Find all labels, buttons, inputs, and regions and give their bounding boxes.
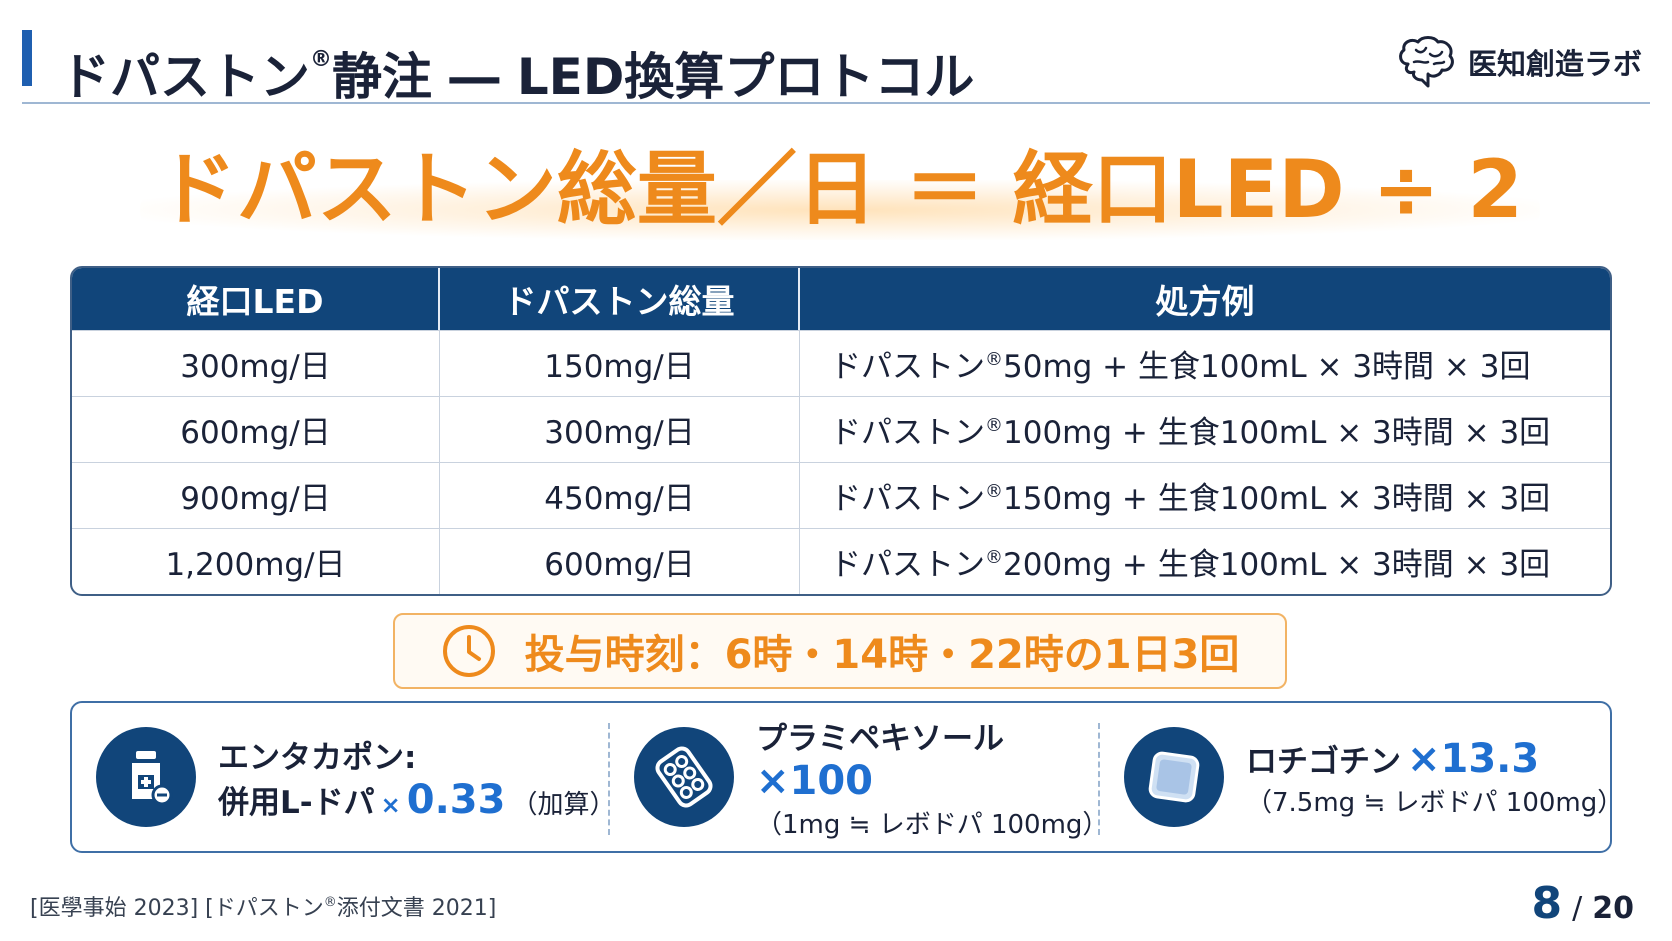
cell-rx: ドパストン®100mg + 生食100mL × 3時間 × 3回	[800, 396, 1610, 462]
brand: 医知創造ラボ	[1394, 34, 1642, 90]
timing-text: 投与時刻：6時・14時・22時の1日3回	[524, 632, 1240, 678]
formula-glow	[140, 180, 1540, 240]
conversion-panel: エンタカポン: 併用L-ドパ × 0.33 （加算） プラミペキソール	[70, 701, 1623, 853]
conversion-line: 併用L-ドパ × 0.33 （加算）	[218, 776, 616, 823]
footer-references: [医學事始 2023] [ドパストン®添付文書 2021]	[30, 895, 497, 921]
header-total: ドパストン総量	[440, 268, 800, 330]
medicine-bottle-icon	[96, 727, 196, 827]
cell-led: 900mg/日	[72, 462, 440, 528]
dashed-divider	[1098, 723, 1100, 835]
factor-value: ×100	[756, 758, 874, 804]
page-separator: /	[1572, 891, 1583, 926]
cell-led: 300mg/日	[72, 330, 440, 396]
formula-banner: ドパストン総量／日 ＝ 経口LED ÷ 2	[130, 140, 1550, 250]
table-row: 300mg/日 150mg/日 ドパストン®50mg + 生食100mL × 3…	[72, 330, 1610, 396]
drug-name: プラミペキソール	[756, 721, 1004, 757]
header-divider	[22, 102, 1650, 104]
cell-rx: ドパストン®200mg + 生食100mL × 3時間 × 3回	[800, 528, 1610, 594]
dashed-divider	[608, 723, 610, 835]
conversion-text: プラミペキソール ×100 （1mg ≒ レボドパ 100mg）	[756, 713, 1108, 841]
factor-value: 0.33	[406, 776, 506, 823]
cell-rx: ドパストン®150mg + 生食100mL × 3時間 × 3回	[800, 462, 1610, 528]
timing-callout: 投与時刻：6時・14時・22時の1日3回	[393, 613, 1287, 689]
table-header-row: 経口LED ドパストン総量 処方例	[72, 268, 1610, 330]
header-rx: 処方例	[800, 268, 1610, 330]
pill-blister-icon	[634, 727, 734, 827]
dose-table: 経口LED ドパストン総量 処方例 300mg/日 150mg/日 ドパストン®…	[70, 266, 1612, 596]
conversion-line: ロチゴチン ×13.3	[1246, 736, 1623, 782]
cell-led: 1,200mg/日	[72, 528, 440, 594]
conversion-note: （1mg ≒ レボドパ 100mg）	[756, 810, 1109, 840]
header-led: 経口LED	[72, 268, 440, 330]
conversion-text: エンタカポン: 併用L-ドパ × 0.33 （加算）	[218, 732, 615, 823]
cell-total: 450mg/日	[440, 462, 800, 528]
cell-total: 600mg/日	[440, 528, 800, 594]
page-number: 8 / 20	[1532, 878, 1634, 929]
table-row: 900mg/日 450mg/日 ドパストン®150mg + 生食100mL × …	[72, 462, 1610, 528]
drug-name: ロチゴチン	[1246, 743, 1401, 780]
page-title: ドパストン®静注 ― LED換算プロトコル	[60, 47, 975, 106]
table-row: 1,200mg/日 600mg/日 ドパストン®200mg + 生食100mL …	[72, 528, 1610, 594]
drug-name: エンタカポン:	[218, 739, 417, 776]
clock-icon	[442, 625, 495, 677]
cell-total: 150mg/日	[440, 330, 800, 396]
cell-rx: ドパストン®50mg + 生食100mL × 3時間 × 3回	[800, 330, 1610, 396]
brand-name: 医知創造ラボ	[1467, 47, 1642, 81]
factor-value: ×13.3	[1407, 735, 1540, 782]
title-accent-bar	[22, 30, 32, 86]
conversion-pramipexole: プラミペキソール ×100 （1mg ≒ レボドパ 100mg）	[634, 703, 1108, 851]
conversion-rotigotine: ロチゴチン ×13.3 （7.5mg ≒ レボドパ 100mg）	[1124, 703, 1623, 851]
formula-text: ドパストン総量／日 ＝ 経口LED ÷ 2	[156, 143, 1524, 236]
page-current: 8	[1531, 878, 1563, 929]
conversion-entacapone: エンタカポン: 併用L-ドパ × 0.33 （加算）	[96, 703, 615, 851]
slide-header: ドパストン®静注 ― LED換算プロトコル 医知創造ラボ	[22, 22, 1650, 106]
conversion-text: ロチゴチン ×13.3 （7.5mg ≒ レボドパ 100mg）	[1246, 736, 1623, 819]
patch-icon	[1124, 727, 1224, 827]
cell-led: 600mg/日	[72, 396, 440, 462]
table-row: 600mg/日 300mg/日 ドパストン®100mg + 生食100mL × …	[72, 396, 1610, 462]
page-total: 20	[1592, 891, 1634, 926]
brain-icon	[1399, 36, 1454, 88]
cell-total: 300mg/日	[440, 396, 800, 462]
conversion-note: （7.5mg ≒ レボドパ 100mg）	[1246, 787, 1624, 818]
